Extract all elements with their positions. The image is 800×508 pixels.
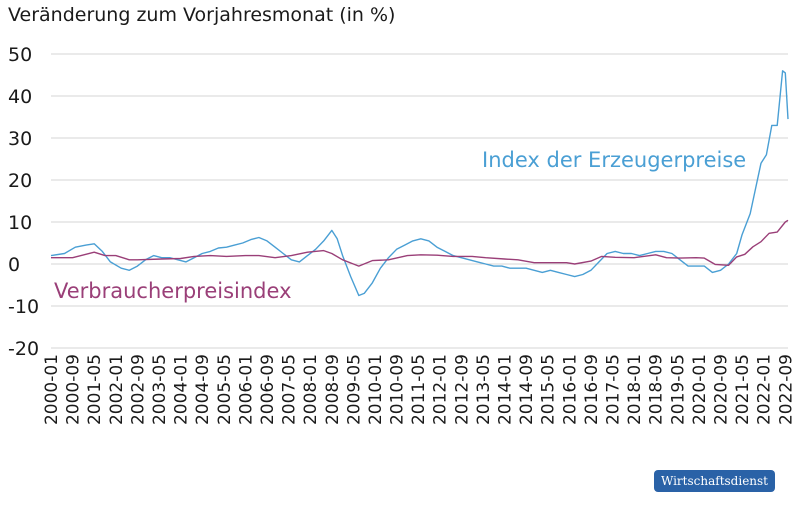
y-tick-label: 30 xyxy=(8,128,32,150)
series-label: Verbraucherpreisindex xyxy=(54,279,292,303)
x-tick-label: 2016-01 xyxy=(560,354,580,425)
y-tick-label: 0 xyxy=(8,254,20,276)
x-tick-label: 2006-01 xyxy=(236,354,256,425)
y-tick-label: -10 xyxy=(8,296,39,318)
x-tick-label: 2013-05 xyxy=(474,354,494,425)
x-tick-label: 2022-01 xyxy=(755,354,775,425)
x-tick-label: 2002-01 xyxy=(107,354,127,425)
y-tick-label: 20 xyxy=(8,170,32,192)
x-tick-label: 2021-05 xyxy=(733,354,753,425)
series-line xyxy=(50,70,789,297)
x-tick-label: 2012-09 xyxy=(452,354,472,425)
x-tick-label: 2020-09 xyxy=(712,354,732,425)
x-tick-label: 2020-01 xyxy=(690,354,710,425)
x-tick-label: 2018-09 xyxy=(647,354,667,425)
x-tick-label: 2014-09 xyxy=(517,354,537,425)
x-tick-label: 2005-05 xyxy=(215,354,235,425)
x-tick-label: 2003-05 xyxy=(150,354,170,425)
x-tick-label: 2006-09 xyxy=(258,354,278,425)
y-tick-labels: -20 -10 0 10 20 30 40 50 xyxy=(8,44,39,360)
grid-lines xyxy=(51,53,788,349)
series-line xyxy=(51,219,789,267)
y-tick-label: 50 xyxy=(8,44,32,66)
x-tick-label: 2009-05 xyxy=(344,354,364,425)
x-tick-label: 2002-09 xyxy=(128,354,148,425)
x-tick-label: 2008-01 xyxy=(301,354,321,425)
x-tick-label: 2018-01 xyxy=(625,354,645,425)
x-tick-label: 2015-05 xyxy=(539,354,559,425)
x-tick-label: 2011-05 xyxy=(409,354,429,425)
x-tick-label: 2000-01 xyxy=(42,354,62,425)
x-tick-label: 2017-05 xyxy=(604,354,624,425)
publisher-badge: Wirtschaftsdienst xyxy=(654,470,775,492)
y-tick-label: 40 xyxy=(8,86,32,108)
series-labels: Index der Erzeugerpreise Verbraucherpreis… xyxy=(54,148,746,303)
x-tick-labels: 2000-01 2000-09 2001-05 2002-01 2002-09 2003-… xyxy=(42,354,796,425)
y-tick-label: -20 xyxy=(8,338,39,360)
x-tick-label: 2010-09 xyxy=(388,354,408,425)
x-tick-label: 2004-09 xyxy=(193,354,213,425)
x-tick-label: 2019-05 xyxy=(668,354,688,425)
x-tick-label: 2004-01 xyxy=(172,354,192,425)
series-label: Index der Erzeugerpreise xyxy=(482,148,746,172)
x-tick-label: 2012-01 xyxy=(431,354,451,425)
x-tick-label: 2022-09 xyxy=(776,354,796,425)
y-tick-label: 10 xyxy=(8,212,32,234)
x-tick-label: 2010-01 xyxy=(366,354,386,425)
x-tick-label: 2007-05 xyxy=(280,354,300,425)
x-tick-label: 2000-09 xyxy=(64,354,84,425)
x-tick-label: 2016-09 xyxy=(582,354,602,425)
x-tick-label: 2014-01 xyxy=(496,354,516,425)
chart-title: Veränderung zum Vorjahresmonat (in %) xyxy=(8,4,396,26)
x-tick-label: 2008-09 xyxy=(323,354,343,425)
x-tick-label: 2001-05 xyxy=(85,354,105,425)
series-lines xyxy=(50,70,789,297)
